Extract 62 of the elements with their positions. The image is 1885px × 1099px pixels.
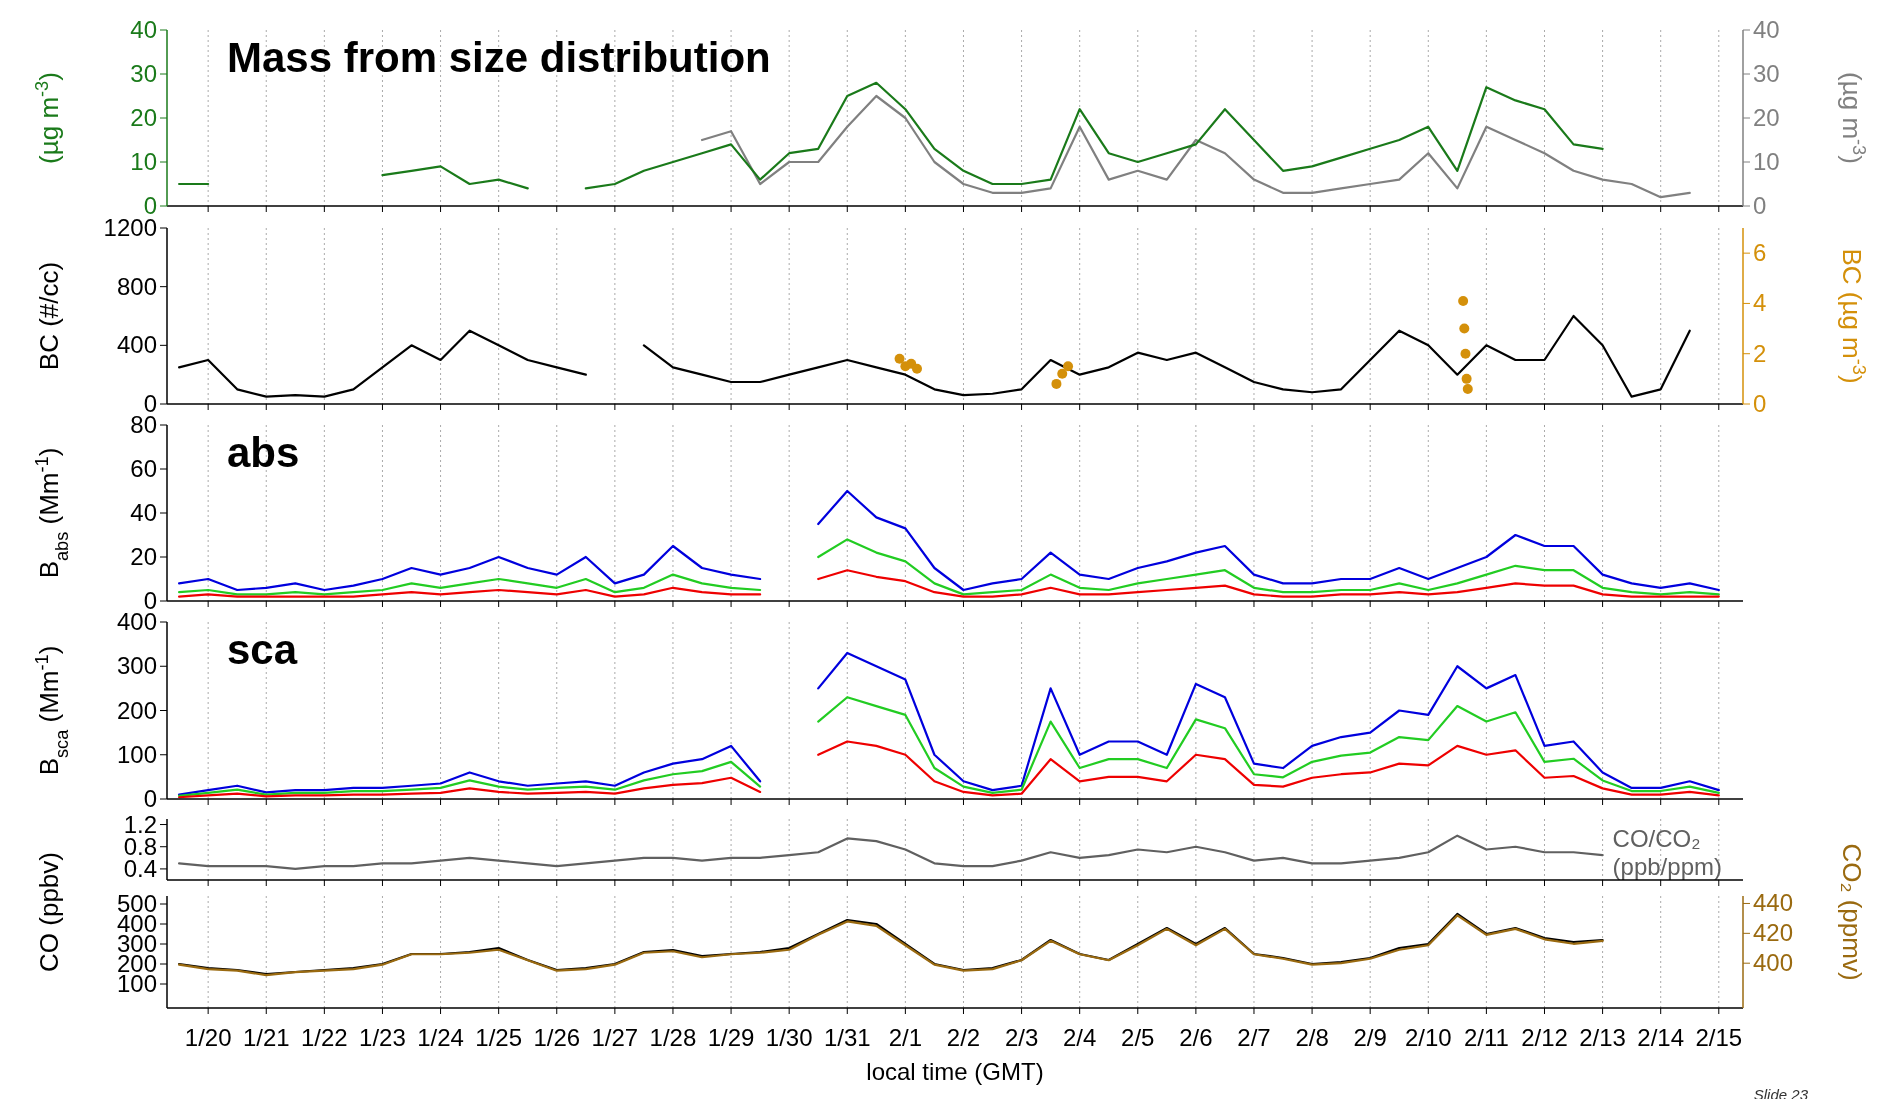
y-tick-label: 40	[130, 499, 157, 526]
x-tick-label: 1/23	[359, 1024, 406, 1051]
chart-title: sca	[227, 626, 298, 673]
x-tick-label: 2/12	[1521, 1024, 1568, 1051]
x-tick-label: 2/2	[946, 1024, 981, 1051]
x-tick-label: 1/26	[533, 1024, 581, 1051]
y2-tick-label: 20	[1753, 104, 1780, 131]
x-tick-label: 1/30	[765, 1024, 813, 1051]
x-tick-label: 2/7	[1237, 1024, 1271, 1051]
y2-tick-label: 30	[1753, 60, 1780, 87]
x-tick-label: 1/20	[184, 1024, 232, 1051]
y2-tick-label: 2	[1753, 339, 1767, 367]
x-axis-title: local time (GMT)	[866, 1058, 1044, 1085]
series-label: CO/CO₂ (ppb/ppm)	[1612, 825, 1722, 881]
y2-tick-label: 10	[1753, 148, 1780, 175]
x-tick-label: 2/13	[1579, 1024, 1626, 1051]
chart-title: Mass from size distribution	[227, 34, 771, 81]
y-tick-label: 10	[130, 148, 157, 175]
y-tick-label: 200	[116, 696, 157, 724]
x-tick-label: 1/28	[649, 1024, 697, 1051]
y-tick-label: 40	[130, 16, 157, 43]
x-tick-label: 2/14	[1637, 1024, 1685, 1051]
x-tick-label: 1/29	[707, 1024, 755, 1051]
y-tick-label: 0	[143, 785, 157, 812]
chart-title: abs	[227, 429, 300, 476]
line-series	[700, 94, 1691, 199]
x-tick-label: 2/15	[1695, 1024, 1743, 1051]
x-tick-label: 1/24	[417, 1024, 464, 1051]
y2-tick-label: 0	[1753, 192, 1767, 219]
y2-tick-label: 440	[1753, 889, 1794, 917]
y-axis-title: BC (#/cc)	[34, 261, 64, 371]
x-tick-label: 2/11	[1463, 1024, 1509, 1051]
y-tick-label: 100	[116, 740, 157, 768]
y-tick-label: 300	[116, 652, 157, 680]
x-tick-label: 2/6	[1179, 1024, 1213, 1051]
y-tick-label: 400	[116, 331, 157, 359]
y2-tick-label: 400	[1753, 949, 1794, 977]
y-tick-label: 30	[130, 60, 157, 87]
x-tick-label: 2/9	[1353, 1024, 1387, 1051]
y2-tick-label: 4	[1753, 289, 1767, 317]
x-tick-label: 1/27	[591, 1024, 639, 1051]
x-tick-label: 1/25	[475, 1024, 523, 1051]
y2-tick-label: 420	[1753, 919, 1794, 947]
x-tick-label: 2/10	[1404, 1024, 1452, 1051]
y-axis-title: CO (ppbv)	[34, 852, 64, 972]
y-tick-label: 800	[116, 272, 157, 300]
y2-tick-label: 40	[1753, 16, 1780, 43]
y-tick-label: 20	[130, 543, 157, 570]
x-tick-label: 2/3	[1004, 1024, 1039, 1051]
line-series	[178, 834, 1604, 871]
x-tick-label: 2/8	[1295, 1024, 1329, 1051]
y-tick-label: 20	[130, 104, 157, 131]
x-tick-label: 2/1	[888, 1024, 923, 1051]
y2-tick-label: 6	[1753, 239, 1767, 267]
x-tick-label: 1/22	[301, 1024, 348, 1051]
x-tick-label: 2/4	[1062, 1024, 1097, 1051]
y-tick-label: 60	[130, 455, 157, 482]
x-tick-label: 1/21	[242, 1024, 290, 1051]
y2-tick-label: 0	[1753, 390, 1767, 417]
x-tick-label: 1/31	[823, 1024, 871, 1051]
y2-axis-title: CO₂ (ppmv)	[1837, 843, 1867, 981]
x-tick-label: 2/5	[1121, 1024, 1155, 1051]
